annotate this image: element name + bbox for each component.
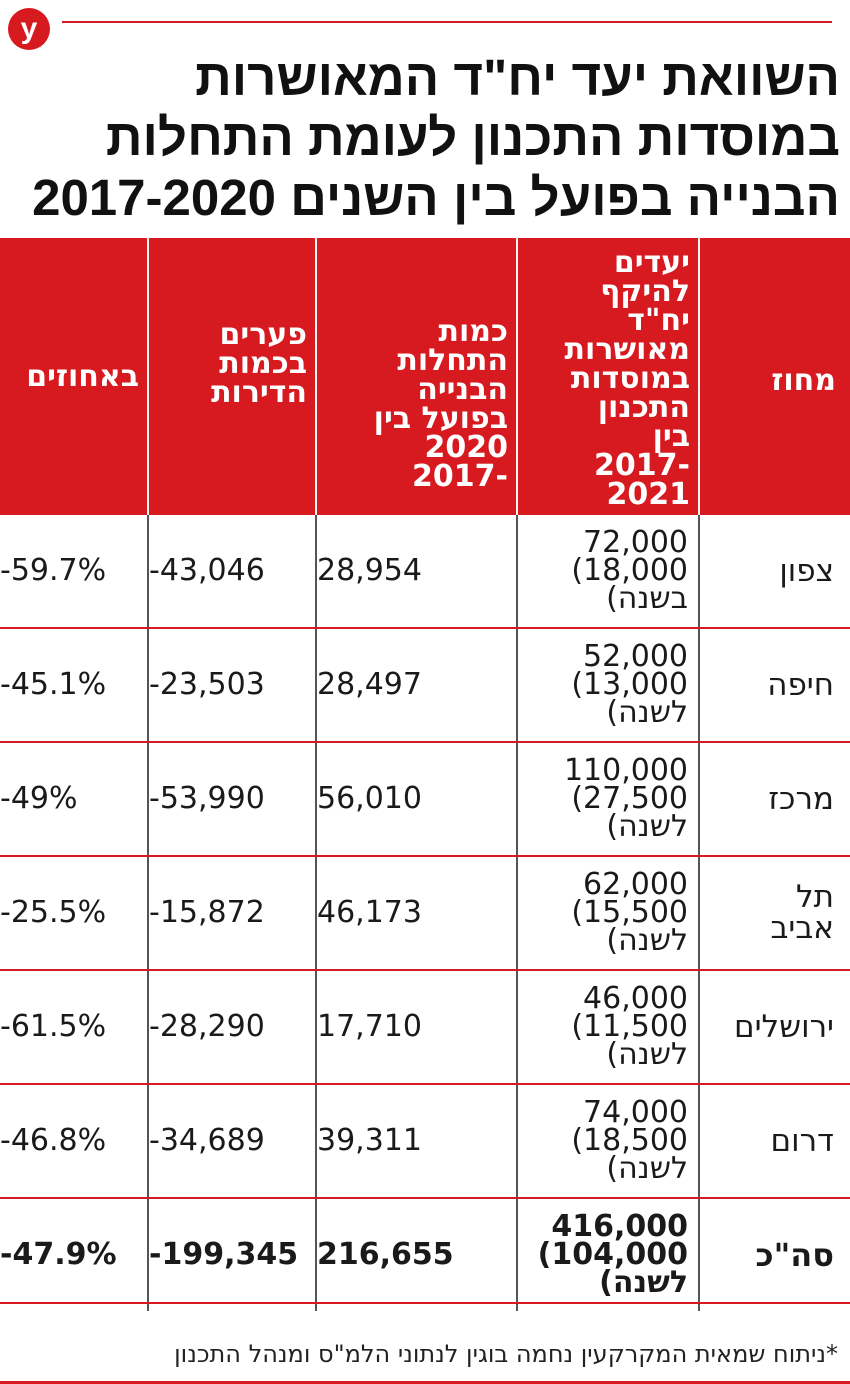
region-text: תל אביב <box>770 879 835 946</box>
goal-cell: 416,000 (104,000 לשנה) <box>518 1199 700 1311</box>
table-row: ירושלים 46,000 (11,500 לשנה) 17,710 -28,… <box>0 971 850 1085</box>
header-region: מחוז <box>771 363 836 398</box>
table-row: חיפה 52,000 (13,000 לשנה) 28,497 -23,503… <box>0 629 850 743</box>
region-cell: חיפה <box>767 666 834 703</box>
header-gap-text: פערים בכמות הדירות <box>211 317 307 410</box>
header-starts-text: כמות התחלות הבנייה בפועל בין 2020 -2017 <box>373 313 508 494</box>
percent-cell: -46.8% <box>0 1085 149 1197</box>
gap-cell: -43,046 <box>149 515 317 627</box>
header-starts: כמות התחלות הבנייה בפועל בין 2020 -2017 <box>317 238 518 515</box>
starts-cell: 216,655 <box>317 1199 518 1311</box>
table-total-row: סה"כ 416,000 (104,000 לשנה) 216,655 -199… <box>0 1199 850 1311</box>
gap-cell: -53,990 <box>149 743 317 855</box>
table-row: דרום 74,000 (18,500 לשנה) 39,311 -34,689… <box>0 1085 850 1199</box>
percent-cell: -47.9% <box>0 1199 149 1311</box>
starts-cell: 28,954 <box>317 515 518 627</box>
header-goal: יעדים להיקף יח"ד מאושרות במוסדות התכנון … <box>518 238 700 515</box>
gap-cell: -28,290 <box>149 971 317 1083</box>
region-cell: מרכז <box>768 780 834 817</box>
goal-cell: 110,000 (27,500 לשנה) <box>518 743 700 855</box>
page-title: השוואת יעד יח"ד המאושרות במוסדות התכנון … <box>10 48 840 228</box>
table-bottom-divider <box>0 1302 850 1304</box>
title-line-2: במוסדות התכנון לעומת התחלות <box>105 109 840 166</box>
region-cell: צפון <box>779 552 834 589</box>
source-footnote: *ניתוח שמאית המקרקעין נחמה בוגין לנתוני … <box>174 1340 838 1368</box>
starts-cell: 17,710 <box>317 971 518 1083</box>
header-gap: פערים בכמות הדירות <box>149 238 317 515</box>
goal-cell: 62,000 (15,500 לשנה) <box>518 857 700 969</box>
gap-cell: -199,345 <box>149 1199 317 1311</box>
starts-cell: 28,497 <box>317 629 518 741</box>
top-divider <box>62 21 832 23</box>
table-row: צפון 72,000 (18,000 בשנה) 28,954 -43,046… <box>0 515 850 629</box>
logo-letter: y <box>20 12 38 45</box>
table-header-row: מחוז יעדים להיקף יח"ד מאושרות במוסדות הת… <box>0 238 850 515</box>
gap-cell: -34,689 <box>149 1085 317 1197</box>
goal-cell: 52,000 (13,000 לשנה) <box>518 629 700 741</box>
region-cell: תל אביב <box>700 857 850 969</box>
goal-cell: 74,000 (18,500 לשנה) <box>518 1085 700 1197</box>
gap-cell: -15,872 <box>149 857 317 969</box>
starts-cell: 56,010 <box>317 743 518 855</box>
percent-cell: -45.1% <box>0 629 149 741</box>
goal-cell: 72,000 (18,000 בשנה) <box>518 515 700 627</box>
percent-cell: -61.5% <box>0 971 149 1083</box>
percent-cell: -25.5% <box>0 857 149 969</box>
comparison-table: מחוז יעדים להיקף יח"ד מאושרות במוסדות הת… <box>0 238 850 1311</box>
percent-cell: -59.7% <box>0 515 149 627</box>
title-line-1: השוואת יעד יח"ד המאושרות <box>195 49 840 106</box>
percent-cell: -49% <box>0 743 149 855</box>
gap-cell: -23,503 <box>149 629 317 741</box>
table-row: תל אביב 62,000 (15,500 לשנה) 46,173 -15,… <box>0 857 850 971</box>
title-line-3: הבנייה בפועל בין השנים 2017-2020 <box>32 169 840 226</box>
region-cell: דרום <box>770 1122 834 1159</box>
header-goal-text: יעדים להיקף יח"ד מאושרות במוסדות התכנון … <box>564 245 690 512</box>
bottom-divider <box>0 1381 850 1384</box>
starts-cell: 46,173 <box>317 857 518 969</box>
region-cell: ירושלים <box>734 1008 834 1045</box>
goal-cell: 46,000 (11,500 לשנה) <box>518 971 700 1083</box>
starts-cell: 39,311 <box>317 1085 518 1197</box>
ynet-logo: y <box>8 8 50 50</box>
region-cell: סה"כ <box>755 1235 834 1274</box>
header-percent: באחוזים <box>0 238 149 515</box>
table-row: מרכז 110,000 (27,500 לשנה) 56,010 -53,99… <box>0 743 850 857</box>
